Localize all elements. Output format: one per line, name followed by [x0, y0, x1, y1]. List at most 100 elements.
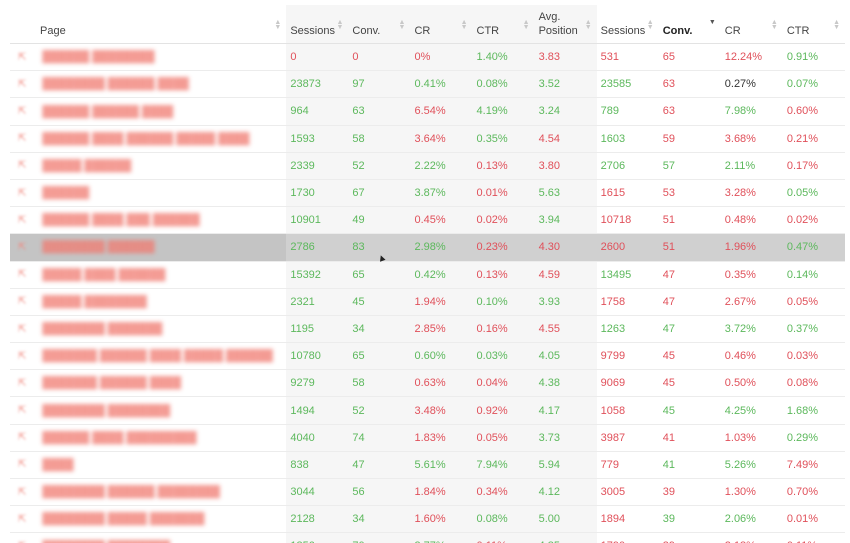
ctr-value: 0.92%	[472, 396, 535, 425]
sort-arrows-icon[interactable]: ▲ ▼	[274, 19, 282, 31]
column-header-page[interactable]: Page ▲ ▼	[10, 5, 287, 44]
sort-arrows-icon[interactable]: ▲ ▼	[398, 19, 406, 31]
page-link[interactable]: ████████ ██████ ████	[42, 78, 189, 91]
external-link-icon[interactable]: ⇱	[18, 78, 27, 90]
column-header-cr-compare[interactable]: CR ▲ ▼	[720, 5, 783, 44]
conv-compare-value: 41	[658, 424, 721, 452]
external-link-icon[interactable]: ⇱	[18, 241, 27, 253]
external-link-icon[interactable]: ⇱	[18, 459, 27, 471]
column-header-avg-position[interactable]: Avg. Position ▲ ▼	[534, 5, 597, 44]
table-row[interactable]: ⇱ ████████ ██████ ████ 23873 97 0.41% 0.08% 3.…	[10, 70, 845, 99]
table-row[interactable]: ⇱ ██████ ████████ 0 0 0% 1.40% 3.83 531 65 12.24%…	[10, 43, 845, 72]
sort-descending-icon[interactable]: ▼	[708, 19, 716, 26]
ctr-compare-value: 0.70%	[782, 478, 845, 507]
conv-value: 52	[348, 152, 411, 180]
sessions-compare-value: 1758	[596, 288, 659, 316]
conv-value: 58	[348, 369, 411, 398]
avg-position-value: 3.52	[534, 70, 597, 99]
table-row[interactable]: ⇱ ██████ ████ ███ ██████ 10901 49 0.45% 0.02%…	[10, 206, 845, 235]
sessions-value: 2786	[286, 233, 349, 262]
ctr-compare-value: 0.01%	[782, 505, 845, 534]
external-link-icon[interactable]: ⇱	[18, 133, 27, 145]
table-row[interactable]: ⇱ ███████ ██████ ████ 9279 58 0.63% 0.04% 4.38…	[10, 369, 845, 398]
table-row[interactable]: ⇱ ██████ ██████ ████ 964 63 6.54% 4.19% 3.24 78…	[10, 97, 845, 126]
column-header-ctr[interactable]: CTR ▲ ▼	[472, 5, 535, 44]
table-row[interactable]: ⇱ █████ ████ ██████ 15392 65 0.42% 0.13% 4.59 1…	[10, 261, 845, 289]
table-row[interactable]: ⇱████████ ████████1856703.77%0.11%4.8517…	[10, 532, 845, 543]
table-row[interactable]: ⇱ ████ 838 47 5.61% 7.94% 5.94 779 41 5.26% 7.49%	[10, 451, 845, 480]
column-header-sessions[interactable]: Sessions ▲ ▼	[286, 5, 349, 44]
page-cell: ⇱ ███████ ██████ ████	[10, 369, 287, 398]
sessions-value: 1856	[286, 532, 349, 543]
external-link-icon[interactable]: ⇱	[18, 187, 27, 199]
cr-value: 1.60%	[410, 505, 473, 534]
page-link[interactable]: ████████ █████ ███████	[42, 513, 205, 526]
external-link-icon[interactable]: ⇱	[18, 405, 27, 417]
page-cell: ⇱ ██████ ████ █████████	[10, 424, 287, 452]
page-link[interactable]: ████████ ███████	[42, 323, 163, 336]
external-link-icon[interactable]: ⇱	[18, 513, 27, 525]
table-row[interactable]: ⇱ ████████ ███████ 1195 34 2.85% 0.16% 4.55 126…	[10, 315, 845, 344]
external-link-icon[interactable]: ⇱	[18, 296, 27, 308]
table-row[interactable]: ⇱ ███████ ██████ ████ █████ ██████ 10780 65…	[10, 342, 845, 371]
ctr-value: 0.23%	[472, 233, 535, 262]
table-row[interactable]: ⇱ █████ ██████ 2339 52 2.22% 0.13% 3.80 2706 57 2…	[10, 152, 845, 180]
page-link[interactable]: ██████ ██████ ████	[42, 105, 174, 118]
ctr-compare-value: 0.37%	[782, 315, 845, 344]
page-link[interactable]: █████ ██████	[42, 159, 132, 172]
cr-compare-value: 3.68%	[720, 125, 783, 153]
page-link[interactable]: █████ ████████	[42, 295, 147, 308]
external-link-icon[interactable]: ⇱	[18, 51, 27, 63]
external-link-icon[interactable]: ⇱	[18, 486, 27, 498]
sort-arrows-icon[interactable]: ▲ ▼	[646, 19, 654, 31]
table-row[interactable]: ⇱ ████████ █████ ███████ 2128 34 1.60% 0.08% 5…	[10, 505, 845, 534]
page-link[interactable]: ████████ ████████	[42, 541, 170, 543]
table-row[interactable]: ⇱ █████ ████████ 2321 45 1.94% 0.10% 3.93 1758 4…	[10, 288, 845, 316]
external-link-icon[interactable]: ⇱	[18, 377, 27, 389]
page-link[interactable]: ██████ ████ ██████ █████ ████	[42, 132, 250, 145]
page-link[interactable]: ██████ ████ ███ ██████	[42, 214, 200, 227]
table-row[interactable]: ⇱ ████████ ██████ ████████ 3044 56 1.84% 0.34…	[10, 478, 845, 507]
table-row[interactable]: ⇱ ██████ 1730 67 3.87% 0.01% 5.63 1615 53 3.28% 0.…	[10, 179, 845, 208]
sort-arrows-icon[interactable]: ▲ ▼	[770, 19, 778, 31]
page-link[interactable]: ███████ ██████ ████	[42, 377, 181, 390]
table-row[interactable]: ⇱ ██████ ████ ██████ █████ ████ 1593 58 3.64…	[10, 125, 845, 153]
page-link[interactable]: ██████	[42, 187, 90, 200]
external-link-icon[interactable]: ⇱	[18, 541, 26, 543]
ctr-compare-value: 0.02%	[782, 206, 845, 235]
sort-arrows-icon[interactable]: ▲ ▼	[833, 19, 840, 31]
page-link[interactable]: ████	[42, 458, 74, 471]
page-cell: ⇱ █████ ██████	[10, 152, 287, 180]
external-link-icon[interactable]: ⇱	[18, 214, 27, 226]
external-link-icon[interactable]: ⇱	[18, 269, 27, 281]
conv-value: 34	[348, 315, 411, 344]
external-link-icon[interactable]: ⇱	[18, 106, 27, 118]
column-header-conv-compare[interactable]: Conv. ▼	[658, 5, 721, 44]
table-row[interactable]: ⇱ ██████ ████ █████████ 4040 74 1.83% 0.05% 3.…	[10, 424, 845, 452]
sort-arrows-icon[interactable]: ▲ ▼	[336, 19, 344, 31]
page-link[interactable]: ██████ ████████	[42, 51, 155, 64]
sessions-value: 9279	[286, 369, 349, 398]
page-link[interactable]: █████ ████ ██████	[42, 268, 166, 281]
cr-compare-value: 3.28%	[720, 179, 783, 208]
external-link-icon[interactable]: ⇱	[18, 432, 27, 444]
sort-arrows-icon[interactable]: ▲ ▼	[522, 19, 530, 31]
page-link[interactable]: ████████ ████████	[42, 404, 171, 417]
external-link-icon[interactable]: ⇱	[18, 160, 27, 172]
page-link[interactable]: ██████ ████ █████████	[42, 431, 197, 444]
page-link[interactable]: ████████ ██████ ████████	[42, 486, 220, 499]
page-link[interactable]: ████████ ██████	[42, 241, 155, 254]
sort-arrows-icon[interactable]: ▲ ▼	[460, 19, 468, 31]
sort-arrows-icon[interactable]: ▲ ▼	[584, 19, 592, 31]
column-header-conv[interactable]: Conv. ▲ ▼	[348, 5, 411, 44]
external-link-icon[interactable]: ⇱	[18, 350, 27, 362]
table-row[interactable]: ⇱ ████████ ████████ 1494 52 3.48% 0.92% 4.17 10…	[10, 396, 845, 425]
external-link-icon[interactable]: ⇱	[18, 323, 27, 335]
table-row[interactable]: ⇱ ████████ ██████ 2786 83 2.98% 0.23% 4.30 2600…	[10, 233, 845, 262]
column-header-cr[interactable]: CR ▲ ▼	[410, 5, 473, 44]
column-header-ctr-compare[interactable]: CTR ▲ ▼	[782, 5, 845, 44]
page-link[interactable]: ███████ ██████ ████ █████ ██████	[42, 350, 273, 363]
column-header-sessions-compare[interactable]: Sessions ▲ ▼	[596, 5, 659, 44]
ctr-compare-value: 0.07%	[782, 70, 845, 99]
conv-value: 65	[348, 342, 411, 371]
